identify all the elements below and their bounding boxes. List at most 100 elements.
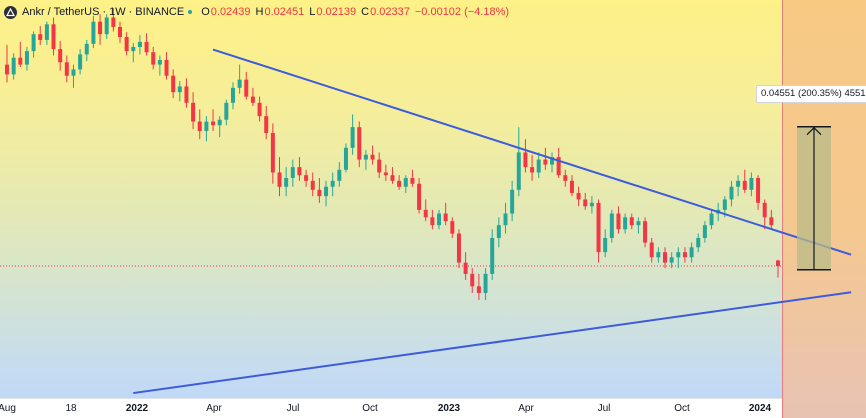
candle-body [523, 152, 528, 168]
candle-body [636, 221, 641, 226]
price-range-measure-label[interactable]: 0.04551 (200.35%) 4551 [756, 85, 866, 103]
close-value: 0.02337 [370, 6, 410, 18]
candle-body [217, 119, 222, 126]
low-label: L [309, 6, 316, 18]
candle-body [164, 59, 169, 76]
candle-body [430, 217, 435, 226]
candle-body [576, 192, 581, 200]
candle-body [64, 62, 69, 76]
candle-body [211, 121, 216, 126]
candle-body [78, 54, 83, 70]
candle-body [569, 180, 574, 193]
candle-body [550, 157, 555, 165]
candle-body [151, 52, 156, 65]
candle-body [357, 127, 362, 160]
separator: · [102, 6, 107, 18]
candle-body [669, 257, 674, 263]
candle-body [390, 175, 395, 181]
candle-body [676, 252, 681, 258]
candle-body [530, 167, 535, 173]
candle-body [629, 217, 634, 226]
candle-body [370, 154, 375, 160]
candle-body [204, 121, 209, 132]
time-axis-tick-label: Apr [518, 403, 534, 414]
candle-body [483, 273, 488, 293]
candle-body [264, 116, 269, 134]
candle-body [237, 79, 242, 88]
candle-body [297, 167, 302, 176]
candle-body [563, 175, 568, 181]
candle-body [643, 221, 648, 243]
candle-body [197, 121, 202, 132]
candle-body [589, 202, 594, 207]
time-axis-tick-label: Oct [674, 403, 690, 414]
candle-body [250, 96, 255, 103]
time-axis-tick-label: 2023 [437, 403, 461, 414]
candle-body [470, 273, 475, 287]
candle-body [131, 46, 136, 52]
candle-body [44, 24, 49, 40]
candle-body [623, 217, 628, 230]
candle-body [410, 177, 415, 184]
candle-body [596, 202, 601, 253]
candle-body [24, 51, 29, 65]
candle-body [397, 180, 402, 187]
candle-body [656, 252, 661, 258]
open-label: O [201, 6, 210, 18]
candle-body [191, 102, 196, 122]
time-axis[interactable]: Aug 18 2022 Apr Jul Oct 2023 Apr Jul Oct 2024 [0, 398, 782, 418]
candle-body [556, 157, 561, 176]
candle-body [490, 237, 495, 274]
candle-body [337, 169, 342, 181]
trendline-ascending-support [133, 291, 852, 395]
candle-body [124, 37, 129, 52]
candle-body [91, 21, 96, 44]
candle-body [742, 180, 747, 190]
candle-body [377, 159, 382, 173]
change-value: −0.00102 (−4.18%) [414, 6, 510, 18]
candle-body [290, 167, 295, 178]
candle-body [5, 64, 9, 75]
interval-label[interactable]: 1W [109, 6, 126, 18]
candle-body [649, 242, 654, 258]
candle-body [543, 159, 548, 165]
candle-body [463, 262, 468, 274]
candle-body [111, 17, 116, 27]
candle-body [224, 102, 229, 120]
candle-body [38, 34, 43, 40]
candle-body [51, 24, 56, 50]
candle-body [317, 189, 322, 197]
time-axis-tick-label: Apr [206, 403, 222, 414]
candle-body [98, 21, 103, 35]
time-axis-tick-label: Jul [597, 403, 611, 414]
candle-body [736, 180, 741, 187]
symbol-name[interactable]: Ankr / TetherUS [22, 6, 100, 18]
candle-body [71, 69, 76, 76]
candle-body [682, 252, 687, 258]
high-value: 0.02451 [264, 6, 305, 18]
candle-body [363, 154, 368, 160]
candle-body [450, 221, 455, 234]
time-axis-tick-label: 2024 [748, 403, 772, 414]
market-status-dot-icon [188, 10, 193, 14]
candle-body [603, 237, 608, 253]
candle-body [104, 17, 109, 35]
candle-body [663, 252, 668, 263]
candle-body [58, 49, 63, 63]
candle-body [230, 87, 235, 103]
candle-body [609, 213, 614, 238]
candle-body [583, 199, 588, 207]
candle-body [184, 86, 189, 103]
candle-body [722, 199, 727, 210]
candle-body [330, 180, 335, 187]
candle-body [383, 172, 388, 176]
high-label: H [255, 6, 264, 18]
candle-body [437, 213, 442, 226]
candle-body [284, 177, 289, 187]
candle-body [769, 217, 774, 226]
candle-body [177, 86, 182, 93]
trendline-descending-resistance [212, 48, 852, 256]
candle-body [84, 43, 89, 55]
